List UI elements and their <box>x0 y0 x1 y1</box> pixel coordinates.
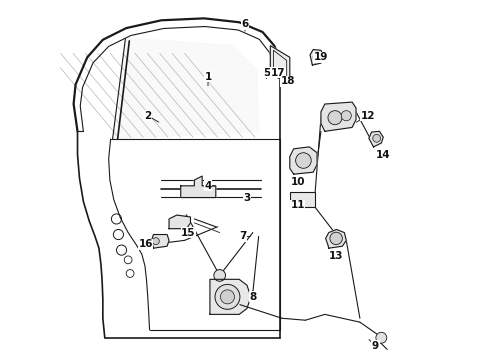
Text: 8: 8 <box>249 292 256 302</box>
Polygon shape <box>181 176 216 198</box>
Circle shape <box>373 134 381 142</box>
Polygon shape <box>326 229 346 248</box>
Text: 4: 4 <box>204 181 212 191</box>
Text: 14: 14 <box>376 150 391 160</box>
Polygon shape <box>151 234 169 248</box>
Text: 16: 16 <box>139 239 153 249</box>
Polygon shape <box>290 147 317 174</box>
Text: 3: 3 <box>244 193 250 203</box>
Polygon shape <box>113 38 259 139</box>
Text: 17: 17 <box>271 68 285 78</box>
Text: 11: 11 <box>291 200 305 210</box>
Circle shape <box>328 111 342 125</box>
Circle shape <box>152 238 159 245</box>
Circle shape <box>295 153 311 168</box>
Text: 15: 15 <box>181 228 196 238</box>
Polygon shape <box>369 131 383 147</box>
Circle shape <box>330 232 343 245</box>
Circle shape <box>220 290 235 304</box>
Polygon shape <box>270 46 290 85</box>
Text: 6: 6 <box>242 19 248 29</box>
Circle shape <box>341 111 351 121</box>
Circle shape <box>376 332 387 343</box>
Text: 12: 12 <box>361 111 375 121</box>
Circle shape <box>214 270 225 281</box>
Circle shape <box>313 53 321 61</box>
Text: 10: 10 <box>291 177 305 187</box>
Polygon shape <box>210 279 251 314</box>
Polygon shape <box>169 215 191 229</box>
Circle shape <box>215 284 240 309</box>
Text: 5: 5 <box>263 68 270 78</box>
Text: 18: 18 <box>281 76 295 86</box>
Text: 7: 7 <box>240 231 247 242</box>
Text: 2: 2 <box>144 111 151 121</box>
Text: 13: 13 <box>329 251 344 261</box>
Polygon shape <box>321 102 356 131</box>
Bar <box>290 193 315 207</box>
Polygon shape <box>310 50 324 65</box>
Text: 1: 1 <box>204 72 212 82</box>
Text: 9: 9 <box>372 341 379 351</box>
Text: 19: 19 <box>314 52 328 62</box>
